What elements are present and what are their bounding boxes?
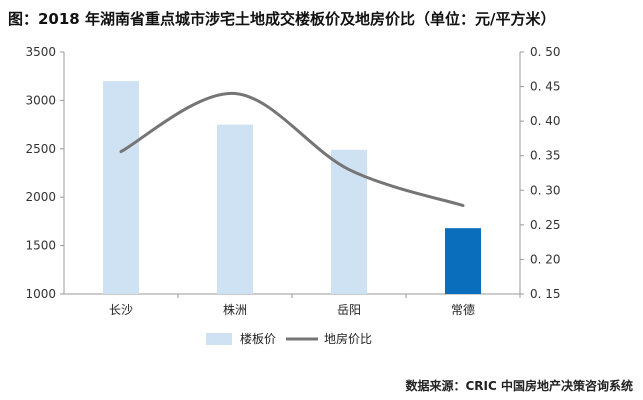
category-label: 长沙 (109, 303, 133, 317)
category-label: 株洲 (223, 302, 247, 317)
left-tick-label: 2000 (25, 190, 56, 204)
right-tick-label: 0. 40 (530, 114, 561, 128)
right-tick-label: 0. 25 (530, 218, 561, 232)
category-label: 岳阳 (337, 303, 361, 317)
legend-bar-label: 楼板价 (240, 331, 276, 346)
right-tick-label: 0. 15 (530, 287, 561, 301)
left-tick-label: 3500 (25, 45, 56, 59)
left-tick-label: 1500 (25, 239, 56, 253)
bar-岳阳 (331, 149, 367, 294)
left-tick-label: 2500 (25, 142, 56, 156)
right-tick-label: 0. 20 (530, 252, 561, 266)
bar-长沙 (103, 81, 139, 294)
source-note: 数据来源：CRIC 中国房地产决策咨询系统 (405, 379, 634, 393)
line-地房价比 (119, 91, 465, 207)
right-tick-label: 0. 50 (530, 45, 561, 59)
legend-bar-swatch (206, 333, 232, 345)
right-tick-label: 0. 35 (530, 149, 561, 163)
legend-line-label: 地房价比 (324, 331, 372, 346)
right-tick-label: 0. 30 (530, 183, 561, 197)
chart-title: 图：2018 年湖南省重点城市涉宅土地成交楼板价及地房价比（单位：元/平方米） (8, 10, 556, 28)
category-label: 常德 (451, 302, 475, 317)
bar-株洲 (217, 124, 253, 294)
left-tick-label: 1000 (25, 287, 56, 301)
bar-常德 (445, 228, 481, 294)
right-tick-label: 0. 45 (530, 80, 561, 94)
left-tick-label: 3000 (25, 93, 56, 107)
